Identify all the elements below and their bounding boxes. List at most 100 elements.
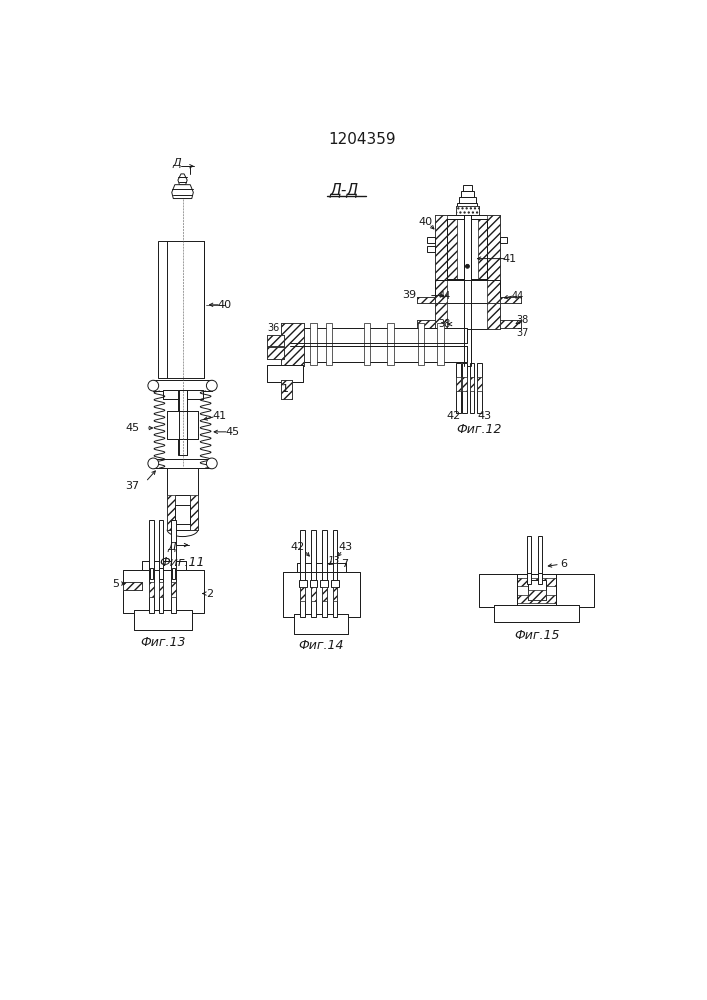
Bar <box>281 380 292 399</box>
Bar <box>134 610 192 630</box>
Bar <box>456 206 479 215</box>
Text: 44: 44 <box>511 291 524 301</box>
Bar <box>175 505 190 524</box>
Bar <box>153 459 212 468</box>
Bar <box>281 380 292 399</box>
Bar <box>283 572 360 617</box>
Bar <box>190 495 198 530</box>
Bar <box>477 377 482 391</box>
Bar <box>448 219 487 279</box>
Text: 38: 38 <box>438 319 450 329</box>
Text: 41: 41 <box>212 411 226 421</box>
Bar <box>438 323 443 365</box>
Polygon shape <box>172 185 193 199</box>
Bar <box>518 574 556 607</box>
Bar <box>469 363 474 413</box>
Bar <box>283 572 360 617</box>
Bar <box>311 587 316 601</box>
Bar <box>123 570 204 613</box>
Bar <box>123 582 141 590</box>
Bar <box>537 573 542 584</box>
Bar <box>158 582 163 597</box>
Text: 43: 43 <box>339 542 353 552</box>
Bar <box>163 389 203 399</box>
Bar <box>326 323 332 365</box>
Bar <box>267 365 303 382</box>
Bar <box>435 280 500 305</box>
Bar <box>518 595 556 603</box>
Bar <box>291 346 467 362</box>
Bar <box>158 520 163 570</box>
Bar <box>310 323 317 365</box>
Bar <box>160 568 163 579</box>
Bar <box>300 572 305 617</box>
Bar <box>477 363 482 413</box>
Bar <box>149 582 154 597</box>
Bar <box>417 320 435 328</box>
Bar <box>333 587 337 601</box>
Bar <box>267 347 284 359</box>
Bar <box>428 246 435 252</box>
Bar <box>123 582 141 590</box>
Text: 45: 45 <box>125 423 139 433</box>
Text: Д: Д <box>172 158 181 168</box>
Bar <box>460 191 474 197</box>
Circle shape <box>206 458 217 469</box>
Bar <box>457 203 477 209</box>
Text: 6: 6 <box>560 559 567 569</box>
Bar <box>417 297 435 303</box>
Polygon shape <box>178 174 187 185</box>
Bar <box>417 297 435 303</box>
Bar <box>537 536 542 574</box>
Bar <box>167 411 175 439</box>
Bar <box>487 280 500 305</box>
Bar <box>462 363 467 413</box>
Text: Д: Д <box>168 542 176 552</box>
Bar <box>456 363 460 413</box>
Text: 13: 13 <box>327 556 339 566</box>
Bar <box>331 580 339 587</box>
Bar <box>167 411 198 439</box>
Bar <box>291 328 467 343</box>
Text: 45: 45 <box>226 427 240 437</box>
Bar <box>296 563 346 572</box>
Bar <box>464 215 472 366</box>
Bar <box>435 280 500 305</box>
Bar <box>556 574 595 607</box>
Bar <box>158 241 204 378</box>
Bar <box>500 237 508 243</box>
Bar <box>418 323 424 365</box>
Bar <box>479 574 518 607</box>
Bar <box>435 303 448 329</box>
Bar <box>291 346 467 362</box>
Bar <box>556 574 595 607</box>
Bar <box>267 335 284 346</box>
Text: 41: 41 <box>503 254 517 264</box>
Bar <box>294 614 348 634</box>
Text: Фиг.12: Фиг.12 <box>456 423 502 436</box>
Bar <box>448 219 487 279</box>
Bar <box>178 389 187 455</box>
Bar <box>462 377 467 391</box>
Text: Фиг.11: Фиг.11 <box>160 556 205 569</box>
Bar <box>300 587 305 601</box>
Bar <box>291 340 467 346</box>
Bar <box>153 380 212 391</box>
Bar <box>150 568 153 579</box>
Bar <box>527 590 546 600</box>
Bar <box>469 377 474 391</box>
Text: 39: 39 <box>402 290 416 300</box>
Bar <box>333 572 337 617</box>
Text: 2: 2 <box>206 589 213 599</box>
Bar <box>435 280 448 305</box>
Bar <box>167 468 198 530</box>
Bar <box>320 580 328 587</box>
Text: 38: 38 <box>517 315 529 325</box>
Bar <box>299 580 307 587</box>
Bar <box>333 530 337 572</box>
Text: 37: 37 <box>125 481 139 491</box>
Text: Фиг.15: Фиг.15 <box>514 629 559 642</box>
Bar <box>322 530 327 572</box>
Bar <box>190 411 198 439</box>
Bar <box>175 495 190 530</box>
